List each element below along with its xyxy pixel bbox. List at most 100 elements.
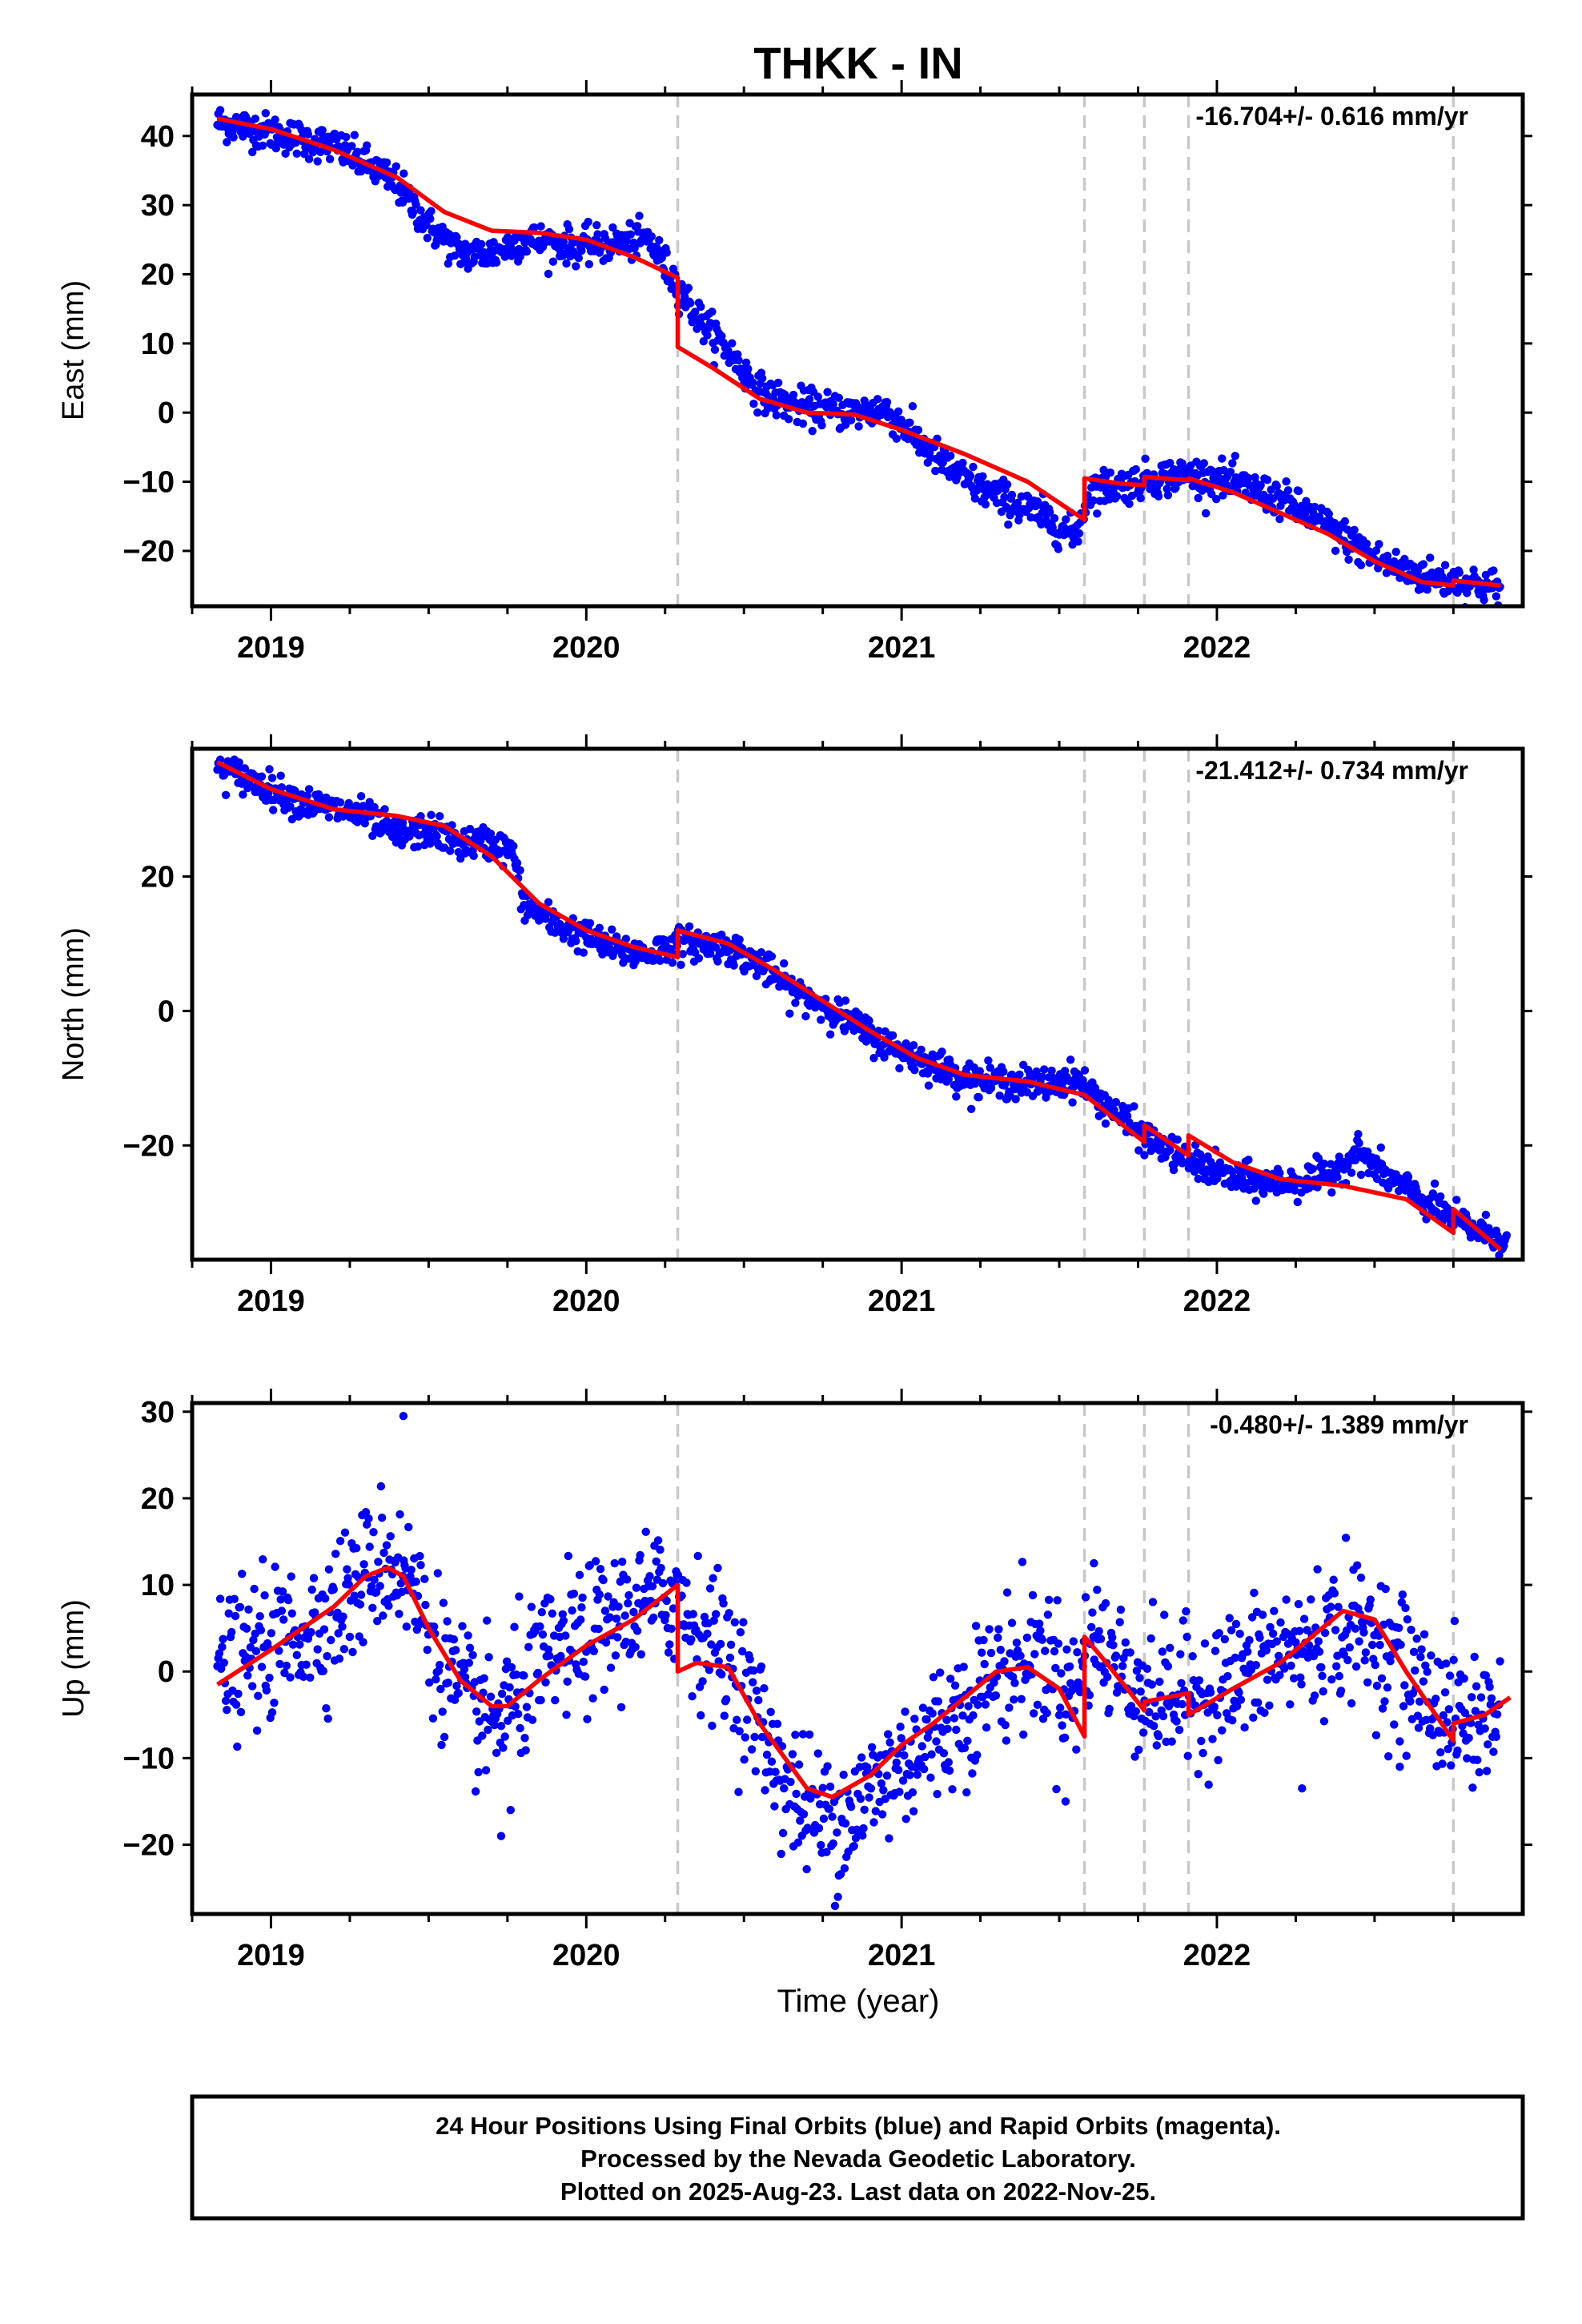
data-point	[592, 221, 601, 230]
data-point	[428, 1714, 438, 1723]
data-point	[309, 1574, 319, 1582]
data-point	[502, 1657, 512, 1666]
data-point	[474, 1767, 483, 1777]
data-point	[454, 1689, 463, 1698]
data-point	[618, 1558, 627, 1566]
data-point	[1460, 1708, 1470, 1718]
data-point	[516, 1723, 524, 1733]
data-point	[909, 1807, 918, 1815]
data-point	[563, 1677, 572, 1686]
data-point	[339, 1645, 348, 1654]
data-point	[1380, 1697, 1389, 1706]
data-point	[705, 1584, 715, 1593]
x-tick-label: 2019	[237, 1939, 305, 1972]
data-point	[796, 1816, 805, 1825]
data-point	[966, 472, 975, 480]
data-point	[693, 1551, 702, 1561]
data-point	[740, 1755, 749, 1764]
data-point	[632, 1626, 642, 1635]
data-point	[238, 1570, 247, 1578]
data-point	[1282, 477, 1291, 486]
data-point	[569, 1589, 579, 1598]
data-point	[279, 1615, 288, 1624]
data-point	[1384, 1752, 1393, 1761]
data-point	[1270, 1606, 1279, 1615]
data-point	[1199, 1748, 1207, 1758]
data-point	[705, 949, 715, 958]
data-point	[345, 1632, 355, 1642]
data-point	[484, 1725, 492, 1735]
data-point	[656, 956, 665, 965]
outlier-point	[1061, 1797, 1070, 1806]
data-point	[946, 451, 955, 460]
data-point	[423, 1646, 432, 1655]
data-point	[251, 115, 259, 123]
data-point	[1480, 1724, 1489, 1733]
data-point	[601, 1638, 611, 1647]
data-point	[1391, 547, 1400, 557]
data-point	[726, 1640, 736, 1649]
data-point	[1115, 1618, 1124, 1626]
data-point	[1141, 454, 1150, 463]
y-tick-label: 0	[158, 995, 175, 1028]
x-tick-label: 2021	[868, 1939, 936, 1972]
data-point	[636, 1550, 644, 1560]
data-point	[1121, 1638, 1130, 1647]
data-point	[368, 831, 377, 841]
data-point	[367, 1582, 376, 1591]
data-point	[772, 411, 781, 420]
data-point	[952, 1725, 961, 1735]
plot-frame	[190, 92, 1525, 609]
data-point	[1163, 491, 1173, 500]
data-point	[1485, 1683, 1494, 1691]
data-point	[691, 308, 700, 316]
data-point	[299, 1672, 308, 1681]
data-point	[910, 1066, 919, 1075]
data-point	[585, 919, 595, 928]
data-point	[1154, 492, 1163, 501]
data-point	[373, 1617, 382, 1626]
data-point	[287, 1572, 295, 1581]
data-point	[1331, 1626, 1340, 1634]
data-point	[1058, 1721, 1066, 1730]
data-point	[885, 1834, 893, 1843]
data-point	[256, 1626, 266, 1634]
data-point	[335, 1655, 344, 1663]
data-point	[1051, 1663, 1060, 1673]
data-point	[521, 1746, 530, 1755]
data-point	[1430, 1179, 1439, 1188]
data-point	[777, 1849, 785, 1859]
data-points	[213, 1412, 1504, 1911]
data-point	[964, 1702, 973, 1711]
data-point	[895, 1063, 904, 1073]
data-point	[738, 1647, 747, 1656]
data-point	[302, 1660, 311, 1669]
data-point	[921, 1752, 930, 1762]
data-point	[452, 1682, 461, 1691]
y-axis-label: Up (mm)	[57, 1599, 90, 1718]
data-point	[1210, 1703, 1219, 1711]
data-point	[368, 1603, 377, 1613]
data-point	[839, 1771, 848, 1779]
data-point	[230, 1594, 239, 1603]
data-point	[1211, 1647, 1220, 1655]
data-point	[1351, 1624, 1360, 1633]
data-point	[1036, 1626, 1045, 1635]
outlier-point	[1395, 1762, 1404, 1771]
data-point	[981, 1700, 990, 1709]
data-point	[499, 1743, 508, 1752]
data-point	[1088, 1608, 1097, 1617]
data-point	[970, 494, 980, 503]
data-point	[762, 1751, 772, 1759]
data-point	[353, 147, 362, 156]
data-point	[334, 1629, 343, 1638]
data-point	[806, 1794, 815, 1803]
y-axis-label: East (mm)	[57, 280, 90, 420]
data-point	[1423, 585, 1431, 594]
data-point	[1062, 1710, 1070, 1719]
data-point	[1472, 1682, 1481, 1691]
data-point	[985, 1625, 994, 1634]
data-point	[767, 1757, 777, 1766]
data-point	[1111, 1651, 1121, 1660]
data-point	[379, 1548, 388, 1558]
